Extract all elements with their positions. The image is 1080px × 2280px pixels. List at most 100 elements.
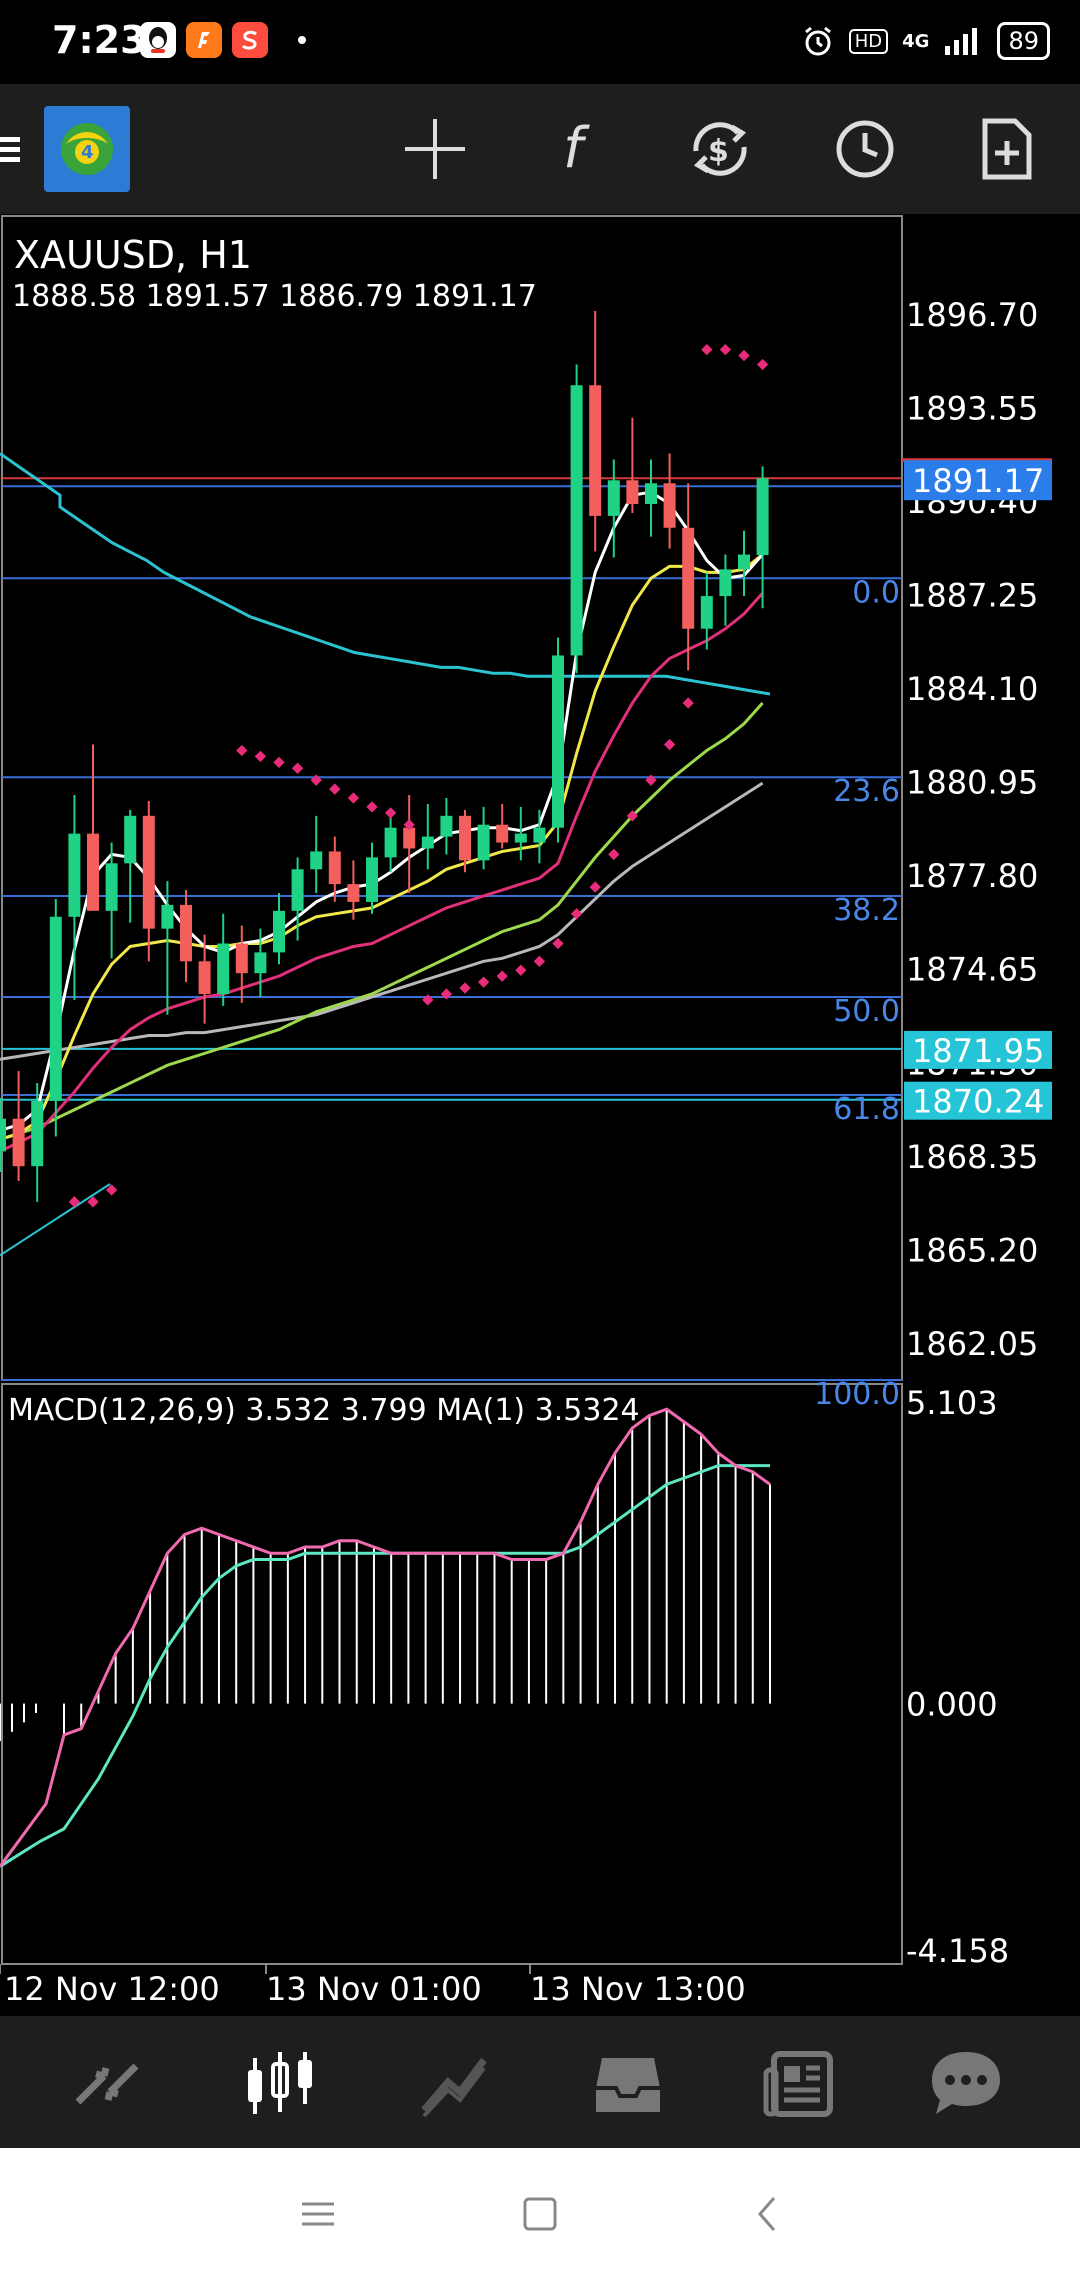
price-axis-label: 1884.10 <box>906 670 1038 708</box>
sar-dot <box>663 738 676 751</box>
candle-body <box>273 910 285 953</box>
nav-chart[interactable] <box>232 2036 328 2132</box>
status-bar: 7:23 HD 4G 89 <box>0 0 1080 84</box>
macd-label: MACD(12,26,9) 3.532 3.799 MA(1) 3.5324 <box>8 1393 640 1428</box>
candle <box>254 928 267 997</box>
candle <box>682 483 695 671</box>
price-axis-label: 1893.55 <box>906 390 1038 428</box>
sar-dot <box>570 908 583 920</box>
history-icon <box>596 2058 660 2112</box>
price-axis-label: 1896.70 <box>906 296 1038 334</box>
app-icon-red <box>232 22 268 58</box>
candle <box>477 806 490 870</box>
candle <box>235 925 248 1003</box>
level-price-value: 1871.95 <box>912 1032 1044 1070</box>
price-axis-label: 1865.20 <box>906 1231 1038 1269</box>
chart-ohlc: 1888.58 1891.57 1886.79 1891.17 <box>12 279 537 314</box>
sar-dot <box>626 810 639 822</box>
ma-gray-line <box>0 781 764 1061</box>
candle <box>700 572 713 650</box>
crosshair-icon <box>405 119 465 179</box>
macd-axis-label: 5.103 <box>906 1384 998 1422</box>
candle-body <box>514 833 527 843</box>
trade-button[interactable]: $ <box>675 104 765 194</box>
candle-body <box>291 869 304 911</box>
status-time: 7:23 <box>52 18 147 62</box>
templates-icon <box>982 118 1032 180</box>
candle-body <box>124 815 137 864</box>
sar-dot <box>701 343 713 356</box>
sar-dot <box>384 807 397 819</box>
candle <box>384 809 397 873</box>
nav-news[interactable] <box>752 2036 848 2132</box>
candle-body <box>328 851 341 885</box>
price-axis-label: 1880.95 <box>906 764 1038 802</box>
fib-label: 0.0 <box>852 575 900 610</box>
back-icon <box>758 2197 776 2231</box>
nav-history[interactable] <box>580 2036 676 2132</box>
fib-label: 61.8 <box>833 1092 900 1127</box>
candle-body <box>254 952 267 974</box>
candle-body <box>738 554 750 570</box>
nav-trade[interactable] <box>406 2036 502 2132</box>
mt4-logo-icon: 4 <box>61 123 113 175</box>
candle-body <box>421 836 434 849</box>
level-price-value: 1870.24 <box>912 1083 1044 1121</box>
home-button[interactable] <box>510 2184 570 2244</box>
candle-body <box>589 385 602 516</box>
recents-button[interactable] <box>288 2184 348 2244</box>
chart-area[interactable]: 0.0 23.6 38.2 50.0 61.8 100.0 1896.70 1893.55 1… <box>0 214 1080 2014</box>
chat-icon <box>932 2052 1000 2114</box>
nav-chat[interactable] <box>918 2036 1014 2132</box>
crosshair-button[interactable] <box>390 104 480 194</box>
candle <box>552 637 564 843</box>
indicators-icon: f <box>563 117 590 181</box>
macd-pane-border <box>1 1383 903 1965</box>
templates-button[interactable] <box>962 104 1052 194</box>
candle <box>105 842 118 959</box>
candle-body <box>459 815 471 861</box>
sar-dot <box>105 1184 118 1196</box>
candle-body <box>477 824 490 861</box>
candle-body <box>49 916 62 1101</box>
candle <box>310 815 323 894</box>
indicators-button[interactable]: f <box>535 104 625 194</box>
candle <box>366 842 378 914</box>
nav-quotes[interactable] <box>60 2036 156 2132</box>
candle-body <box>552 655 564 828</box>
home-icon <box>523 2197 557 2231</box>
sar-dot <box>236 744 248 757</box>
candle <box>496 803 509 849</box>
candle-body <box>700 596 713 629</box>
macd-axis-label: 0.000 <box>906 1686 998 1724</box>
menu-button[interactable] <box>0 104 40 194</box>
sar-dot <box>533 955 546 967</box>
timeframe-button[interactable] <box>820 104 910 194</box>
candle-body <box>12 1118 25 1167</box>
status-right: HD 4G 89 <box>801 22 1050 60</box>
price-axis-label: 1862.05 <box>906 1325 1038 1363</box>
candle <box>589 311 602 552</box>
candle <box>0 1097 6 1173</box>
candle-body <box>607 480 620 516</box>
chart-icon <box>248 2052 312 2114</box>
macd-main-line <box>0 1407 771 1868</box>
price-axis-label: 1868.35 <box>906 1138 1038 1176</box>
qq-icon <box>140 22 176 58</box>
ma-yellow-line <box>0 553 764 1141</box>
back-button[interactable] <box>738 2184 798 2244</box>
signal-icon <box>945 28 978 55</box>
sar-dot <box>608 848 620 861</box>
app-icon-orange <box>186 22 222 58</box>
sar-dot <box>756 358 769 371</box>
candle-body <box>719 569 732 597</box>
alarm-icon <box>804 26 831 56</box>
price-chart[interactable]: 0.0 23.6 38.2 50.0 61.8 100.0 1896.70 1893.55 1… <box>0 214 1080 2014</box>
sar-dot <box>738 349 750 362</box>
candle <box>124 809 137 923</box>
candle <box>421 803 434 870</box>
mt4-logo[interactable]: 4 <box>44 106 130 192</box>
candle-body <box>384 827 397 858</box>
current-price-value: 1891.17 <box>912 462 1044 500</box>
candle <box>31 1083 44 1202</box>
